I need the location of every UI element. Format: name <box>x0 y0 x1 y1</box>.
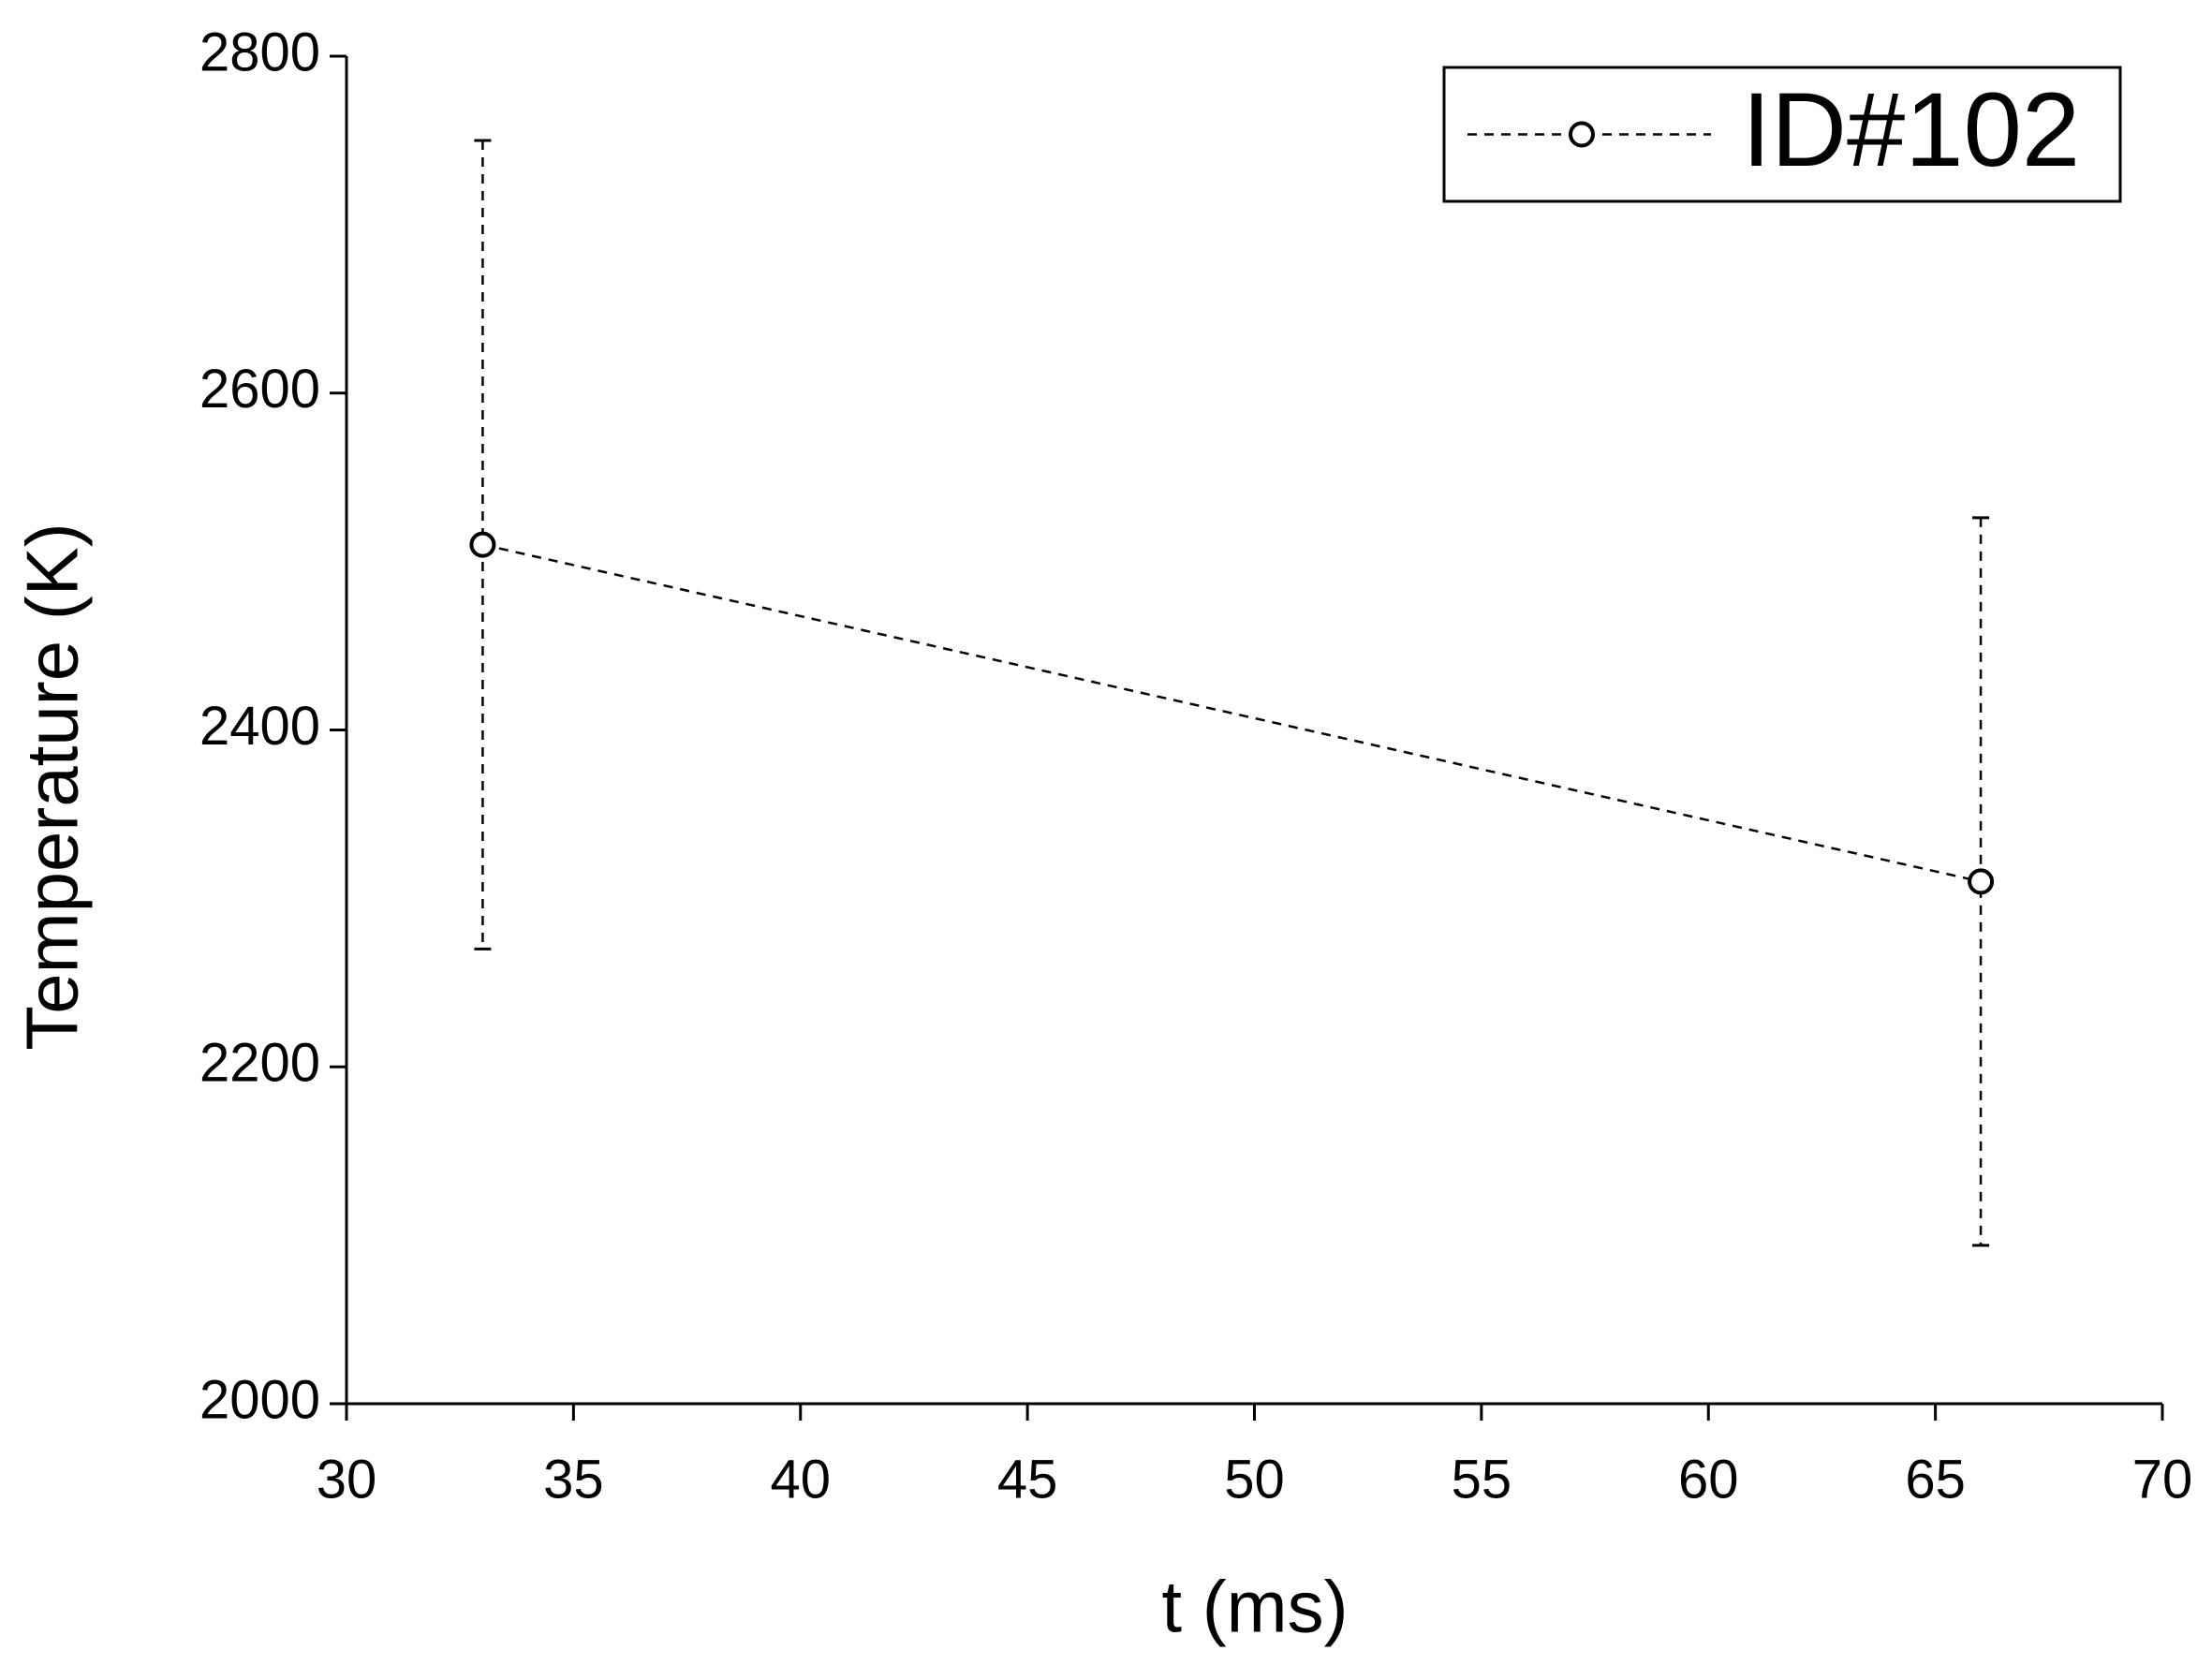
x-tick-label: 50 <box>1224 1449 1285 1510</box>
y-tick-label: 2800 <box>199 22 320 82</box>
x-tick-label: 30 <box>317 1449 377 1510</box>
y-tick-label: 2600 <box>199 359 320 420</box>
x-axis-title: t (ms) <box>1161 1566 1348 1648</box>
y-tick-label: 2200 <box>199 1033 320 1094</box>
y-tick-label: 2400 <box>199 696 320 757</box>
x-tick-label: 45 <box>997 1449 1058 1510</box>
x-tick-label: 65 <box>1905 1449 1966 1510</box>
legend-marker <box>1569 121 1595 148</box>
y-tick-label: 2000 <box>199 1369 320 1430</box>
x-tick-label: 35 <box>543 1449 604 1510</box>
data-line <box>482 543 1982 883</box>
x-tick-label: 55 <box>1452 1449 1512 1510</box>
x-tick-label: 40 <box>770 1449 831 1510</box>
data-point <box>1968 868 1995 895</box>
x-tick-label: 60 <box>1678 1449 1739 1510</box>
data-point <box>469 531 496 558</box>
x-tick-label: 70 <box>2132 1449 2193 1510</box>
y-axis-title: Temperature (K) <box>11 523 94 1051</box>
legend-label: ID#102 <box>1742 71 2080 188</box>
